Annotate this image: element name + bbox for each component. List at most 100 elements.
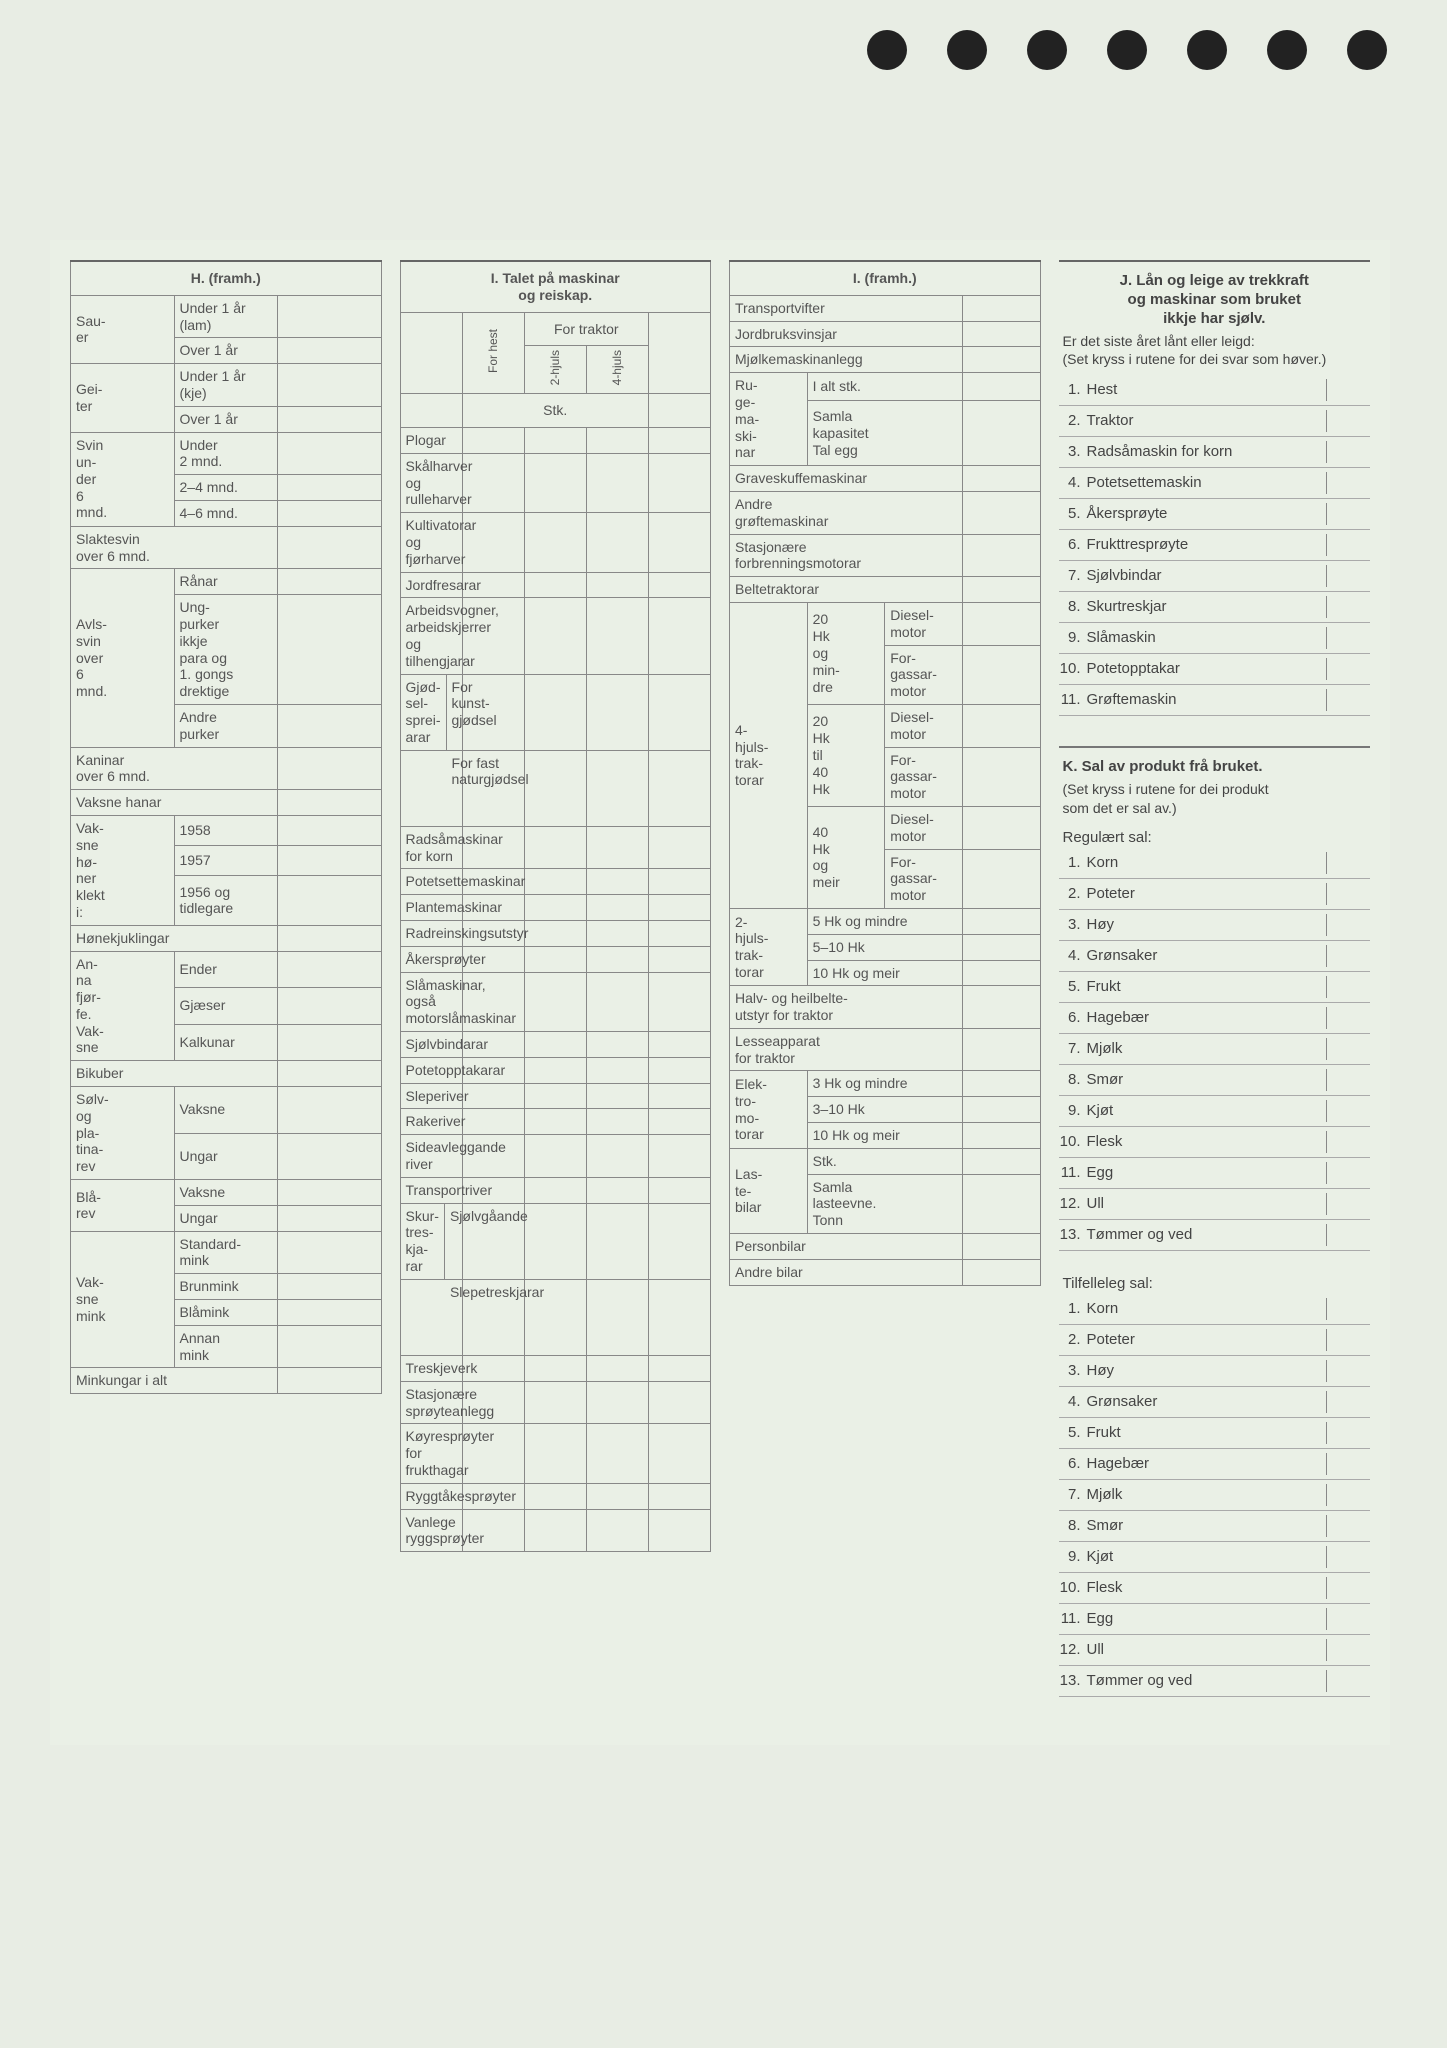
- i1-value-cell[interactable]: [586, 869, 648, 895]
- i2-value-cell[interactable]: [962, 1123, 1040, 1149]
- i1-value-cell[interactable]: [586, 1057, 648, 1083]
- checkbox-cell[interactable]: [1326, 441, 1370, 463]
- checkbox-cell[interactable]: [1326, 410, 1370, 432]
- i2-value-cell[interactable]: [962, 1097, 1040, 1123]
- i1-value-cell[interactable]: [586, 1381, 648, 1424]
- i1-extra-cell[interactable]: [648, 453, 710, 512]
- h-value-cell[interactable]: [278, 1024, 382, 1061]
- checkbox-cell[interactable]: [1326, 1298, 1370, 1320]
- i2-value-cell[interactable]: [962, 373, 1040, 401]
- i2-value-cell[interactable]: [962, 1234, 1040, 1260]
- i2-value-cell[interactable]: [962, 321, 1040, 347]
- i1-extra-cell[interactable]: [648, 1032, 710, 1058]
- i1-value-cell[interactable]: [524, 598, 586, 674]
- h-value-cell[interactable]: [278, 951, 382, 988]
- i1-value-cell[interactable]: [462, 1083, 524, 1109]
- i1-extra-cell[interactable]: [648, 427, 710, 453]
- i1-extra-cell[interactable]: [648, 1203, 710, 1279]
- checkbox-cell[interactable]: [1326, 503, 1370, 525]
- checkbox-cell[interactable]: [1326, 1546, 1370, 1568]
- i1-value-cell[interactable]: [586, 1483, 648, 1509]
- h-value-cell[interactable]: [278, 747, 382, 790]
- i1-value-cell[interactable]: [586, 1083, 648, 1109]
- checkbox-cell[interactable]: [1326, 1100, 1370, 1122]
- h-value-cell[interactable]: [278, 845, 382, 875]
- checkbox-cell[interactable]: [1326, 565, 1370, 587]
- i2-value-cell[interactable]: [962, 295, 1040, 321]
- i1-value-cell[interactable]: [462, 1109, 524, 1135]
- h-value-cell[interactable]: [278, 338, 382, 364]
- i1-extra-cell[interactable]: [648, 598, 710, 674]
- checkbox-cell[interactable]: [1326, 627, 1370, 649]
- i2-value-cell[interactable]: [962, 1148, 1040, 1174]
- h-value-cell[interactable]: [278, 432, 382, 475]
- h-value-cell[interactable]: [278, 295, 382, 338]
- i1-value-cell[interactable]: [524, 453, 586, 512]
- i1-value-cell[interactable]: [586, 453, 648, 512]
- checkbox-cell[interactable]: [1326, 1224, 1370, 1246]
- checkbox-cell[interactable]: [1326, 1391, 1370, 1413]
- i1-value-cell[interactable]: [524, 1109, 586, 1135]
- i1-value-cell[interactable]: [586, 921, 648, 947]
- checkbox-cell[interactable]: [1326, 1007, 1370, 1029]
- checkbox-cell[interactable]: [1326, 472, 1370, 494]
- checkbox-cell[interactable]: [1326, 883, 1370, 905]
- i1-extra-cell[interactable]: [648, 1109, 710, 1135]
- h-value-cell[interactable]: [278, 704, 382, 747]
- i1-value-cell[interactable]: [524, 674, 586, 750]
- i1-extra-cell[interactable]: [648, 674, 710, 750]
- checkbox-cell[interactable]: [1326, 1069, 1370, 1091]
- i1-value-cell[interactable]: [586, 1109, 648, 1135]
- i2-value-cell[interactable]: [962, 491, 1040, 534]
- i1-extra-cell[interactable]: [648, 869, 710, 895]
- h-value-cell[interactable]: [278, 595, 382, 705]
- i2-value-cell[interactable]: [962, 908, 1040, 934]
- h-value-cell[interactable]: [278, 569, 382, 595]
- i1-extra-cell[interactable]: [648, 895, 710, 921]
- checkbox-cell[interactable]: [1326, 1515, 1370, 1537]
- h-value-cell[interactable]: [278, 1325, 382, 1368]
- h-value-cell[interactable]: [278, 1231, 382, 1274]
- checkbox-cell[interactable]: [1326, 976, 1370, 998]
- i1-extra-cell[interactable]: [648, 1381, 710, 1424]
- i1-value-cell[interactable]: [586, 513, 648, 572]
- i1-value-cell[interactable]: [586, 946, 648, 972]
- i2-value-cell[interactable]: [962, 401, 1040, 466]
- h-value-cell[interactable]: [278, 1180, 382, 1206]
- h-value-cell[interactable]: [278, 790, 382, 816]
- checkbox-cell[interactable]: [1326, 658, 1370, 680]
- i2-value-cell[interactable]: [962, 347, 1040, 373]
- h-value-cell[interactable]: [278, 1368, 382, 1394]
- h-value-cell[interactable]: [278, 1061, 382, 1087]
- i1-value-cell[interactable]: [524, 1135, 586, 1178]
- checkbox-cell[interactable]: [1326, 914, 1370, 936]
- i1-value-cell[interactable]: [586, 598, 648, 674]
- checkbox-cell[interactable]: [1326, 1422, 1370, 1444]
- i2-value-cell[interactable]: [962, 934, 1040, 960]
- i1-extra-cell[interactable]: [648, 1356, 710, 1382]
- i1-value-cell[interactable]: [524, 513, 586, 572]
- i1-value-cell[interactable]: [524, 1032, 586, 1058]
- i1-value-cell[interactable]: [586, 1279, 648, 1355]
- i2-value-cell[interactable]: [962, 849, 1040, 908]
- checkbox-cell[interactable]: [1326, 1453, 1370, 1475]
- h-value-cell[interactable]: [278, 500, 382, 526]
- h-value-cell[interactable]: [278, 364, 382, 407]
- i2-value-cell[interactable]: [962, 747, 1040, 806]
- i1-value-cell[interactable]: [586, 972, 648, 1031]
- i2-value-cell[interactable]: [962, 1028, 1040, 1071]
- i2-value-cell[interactable]: [962, 1174, 1040, 1233]
- i2-value-cell[interactable]: [962, 806, 1040, 849]
- checkbox-cell[interactable]: [1326, 1639, 1370, 1661]
- i1-extra-cell[interactable]: [648, 750, 710, 826]
- i1-value-cell[interactable]: [462, 427, 524, 453]
- checkbox-cell[interactable]: [1326, 852, 1370, 874]
- i1-value-cell[interactable]: [524, 1177, 586, 1203]
- h-value-cell[interactable]: [278, 1133, 382, 1180]
- i1-extra-cell[interactable]: [648, 826, 710, 869]
- i2-value-cell[interactable]: [962, 1071, 1040, 1097]
- checkbox-cell[interactable]: [1326, 379, 1370, 401]
- i1-value-cell[interactable]: [586, 826, 648, 869]
- i1-extra-cell[interactable]: [648, 513, 710, 572]
- h-value-cell[interactable]: [278, 1087, 382, 1133]
